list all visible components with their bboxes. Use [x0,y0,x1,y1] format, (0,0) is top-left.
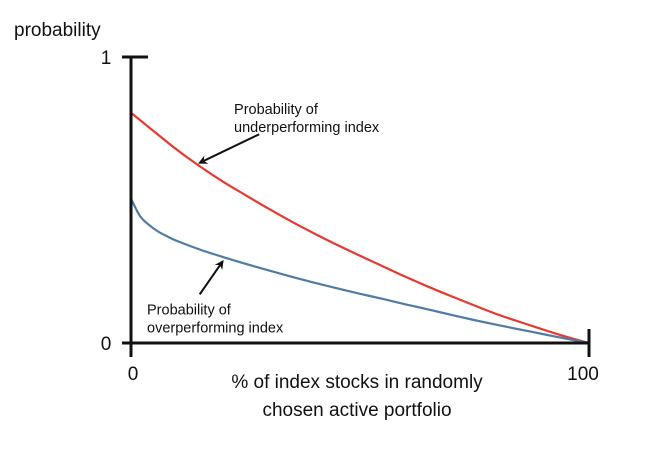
series-line-1 [129,197,591,345]
annotation-label-1-line-0: Probability of [147,302,232,318]
x-axis-label-line-2: chosen active portfolio [262,400,451,421]
x-axis-label-line-1: % of index stocks in randomly [231,372,483,393]
x-tick-label-0: 0 [128,364,139,385]
series-layer [129,111,591,345]
tick-layer: 0 1 0 100 [101,48,599,385]
annotation-label-1: Probability of overperforming index [147,302,284,336]
series-line-0 [129,111,591,345]
y-tick-label-1: 1 [101,48,112,69]
x-tick-label-1: 100 [567,364,599,385]
annotation-arrow-1 [198,260,224,295]
annotation-label-1-line-1: overperforming index [147,320,284,336]
y-tick-label-0: 0 [101,334,112,355]
annotation-label-0: Probability of underperforming index [234,102,380,136]
annotation-layer: Probability of underperforming indexProba… [147,102,380,336]
y-axis-label: probability [14,20,101,41]
annotation-arrow-0 [198,133,260,164]
annotation-label-0-line-1: underperforming index [234,120,380,136]
annotation-label-0-line-0: Probability of [234,102,319,118]
